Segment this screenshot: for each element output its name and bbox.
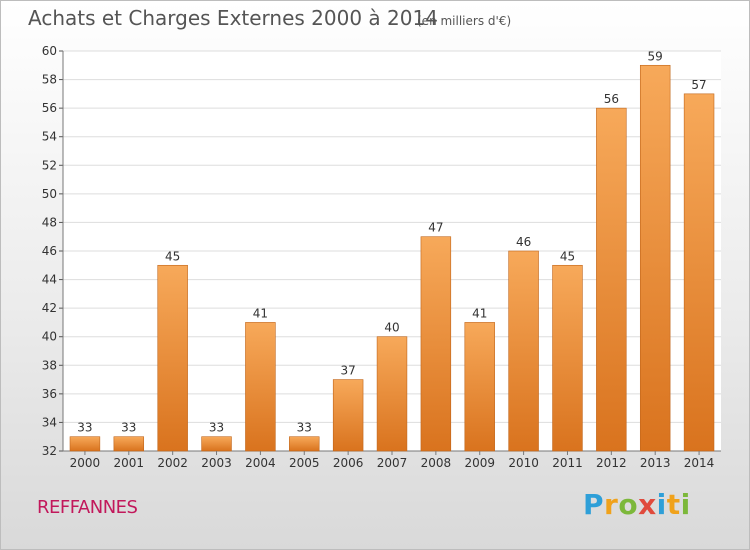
x-tick-label: 2012 xyxy=(596,456,627,470)
x-tick-label: 2011 xyxy=(552,456,583,470)
x-tick-label: 2004 xyxy=(245,456,276,470)
bar xyxy=(420,236,452,452)
y-tick-label: 46 xyxy=(42,244,57,258)
x-tick-label: 2010 xyxy=(508,456,539,470)
chart-subtitle: (en milliers d'€) xyxy=(417,14,512,28)
y-tick-label: 44 xyxy=(42,273,57,287)
data-label: 57 xyxy=(691,78,706,92)
logo-letter: x xyxy=(638,488,657,521)
x-tick-label: 2013 xyxy=(640,456,671,470)
logo-letter: i xyxy=(680,488,691,521)
bar xyxy=(157,264,188,452)
bar xyxy=(289,436,320,452)
bar xyxy=(508,250,539,452)
y-tick-label: 38 xyxy=(42,358,57,372)
bar xyxy=(552,264,583,452)
y-tick-label: 40 xyxy=(42,330,57,344)
y-tick-label: 52 xyxy=(42,158,57,172)
data-label: 41 xyxy=(253,306,268,320)
data-label: 45 xyxy=(165,249,180,263)
x-tick-label: 2003 xyxy=(201,456,232,470)
y-tick-label: 34 xyxy=(42,415,57,429)
data-label: 47 xyxy=(428,221,443,235)
data-label: 33 xyxy=(77,421,92,435)
y-tick-label: 48 xyxy=(42,215,57,229)
bar xyxy=(245,322,276,452)
logo-letter: t xyxy=(666,488,681,521)
logo-letter: o xyxy=(618,488,639,521)
y-tick-label: 36 xyxy=(42,387,57,401)
y-tick-label: 54 xyxy=(42,130,57,144)
y-tick-label: 58 xyxy=(42,73,57,87)
x-tick-label: 2005 xyxy=(289,456,320,470)
commune-name: REFFANNES xyxy=(37,497,138,518)
bar xyxy=(464,322,495,452)
data-label: 59 xyxy=(648,49,663,63)
y-tick-label: 42 xyxy=(42,301,57,315)
logo-letter: r xyxy=(604,488,619,521)
logo-letter: P xyxy=(583,488,605,521)
x-tick-label: 2007 xyxy=(377,456,408,470)
x-tick-label: 2008 xyxy=(421,456,452,470)
data-label: 33 xyxy=(209,421,224,435)
proxiti-logo: Proxiti xyxy=(583,488,691,521)
y-tick-label: 50 xyxy=(42,187,57,201)
y-tick-label: 56 xyxy=(42,101,57,115)
x-tick-label: 2000 xyxy=(70,456,101,470)
y-tick-label: 60 xyxy=(42,44,57,58)
x-tick-label: 2002 xyxy=(157,456,188,470)
bar xyxy=(639,64,671,452)
data-label: 45 xyxy=(560,249,575,263)
y-tick-label: 32 xyxy=(42,444,57,458)
data-label: 46 xyxy=(516,235,531,249)
data-label: 56 xyxy=(604,92,619,106)
data-label: 33 xyxy=(121,421,136,435)
x-tick-label: 2009 xyxy=(464,456,495,470)
x-tick-label: 2001 xyxy=(114,456,145,470)
x-tick-label: 2014 xyxy=(684,456,715,470)
bar xyxy=(332,379,364,452)
x-tick-label: 2006 xyxy=(333,456,364,470)
data-label: 37 xyxy=(340,364,355,378)
bar xyxy=(113,436,145,452)
data-label: 33 xyxy=(297,421,312,435)
bar xyxy=(376,336,408,452)
bar xyxy=(69,436,101,452)
chart-title: Achats et Charges Externes 2000 à 2014 xyxy=(28,6,438,30)
bar xyxy=(596,107,627,452)
bar xyxy=(201,436,232,452)
logo-letter: i xyxy=(656,488,667,521)
bar xyxy=(683,93,715,452)
data-label: 40 xyxy=(384,321,399,335)
data-label: 41 xyxy=(472,306,487,320)
